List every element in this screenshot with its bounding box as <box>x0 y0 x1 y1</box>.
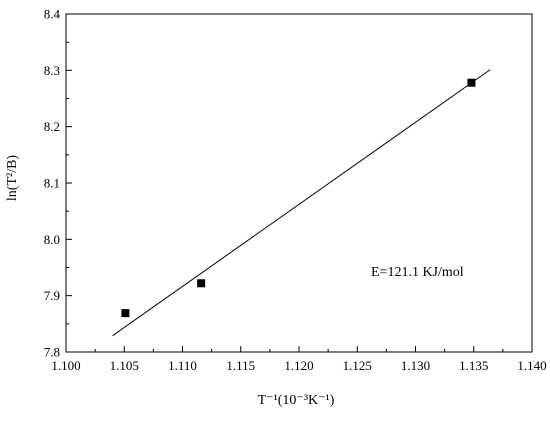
data-point <box>467 78 476 87</box>
y-tick-label: 8.4 <box>44 7 61 22</box>
data-point <box>197 279 206 288</box>
fit-line <box>112 69 491 337</box>
x-tick-label: 1.130 <box>401 358 430 373</box>
y-tick-label: 8.3 <box>44 63 60 78</box>
x-tick-label: 1.110 <box>168 358 197 373</box>
y-axis: 7.8 7.9 8.0 8.1 8.2 8.3 8.4 <box>44 7 72 360</box>
x-axis: 1.100 1.105 1.110 1.115 1.120 1.125 1.130 1.135… <box>51 346 547 373</box>
y-tick-label: 8.0 <box>44 232 60 247</box>
x-tick-label: 1.105 <box>110 358 139 373</box>
annotation-label: E=121.1 KJ/mol <box>371 265 464 280</box>
x-tick-label: 1.120 <box>284 358 313 373</box>
fit-line-group <box>112 69 491 337</box>
data-point <box>121 309 130 318</box>
y-tick-label: 7.9 <box>44 288 60 303</box>
y-axis-title: ln(T²/B) <box>5 155 20 202</box>
x-axis-title: T⁻¹(10⁻³K⁻¹) <box>258 393 335 408</box>
data-points <box>121 78 476 318</box>
x-tick-label: 1.100 <box>51 358 80 373</box>
y-tick-label: 8.2 <box>44 119 60 134</box>
x-tick-label: 1.140 <box>517 358 546 373</box>
x-tick-label: 1.125 <box>343 358 372 373</box>
x-tick-label: 1.135 <box>459 358 488 373</box>
y-tick-label: 7.8 <box>44 345 60 360</box>
plot-frame <box>65 13 533 353</box>
plot-border <box>65 13 533 353</box>
x-tick-label: 1.115 <box>226 358 255 373</box>
y-tick-label: 8.1 <box>44 176 60 191</box>
